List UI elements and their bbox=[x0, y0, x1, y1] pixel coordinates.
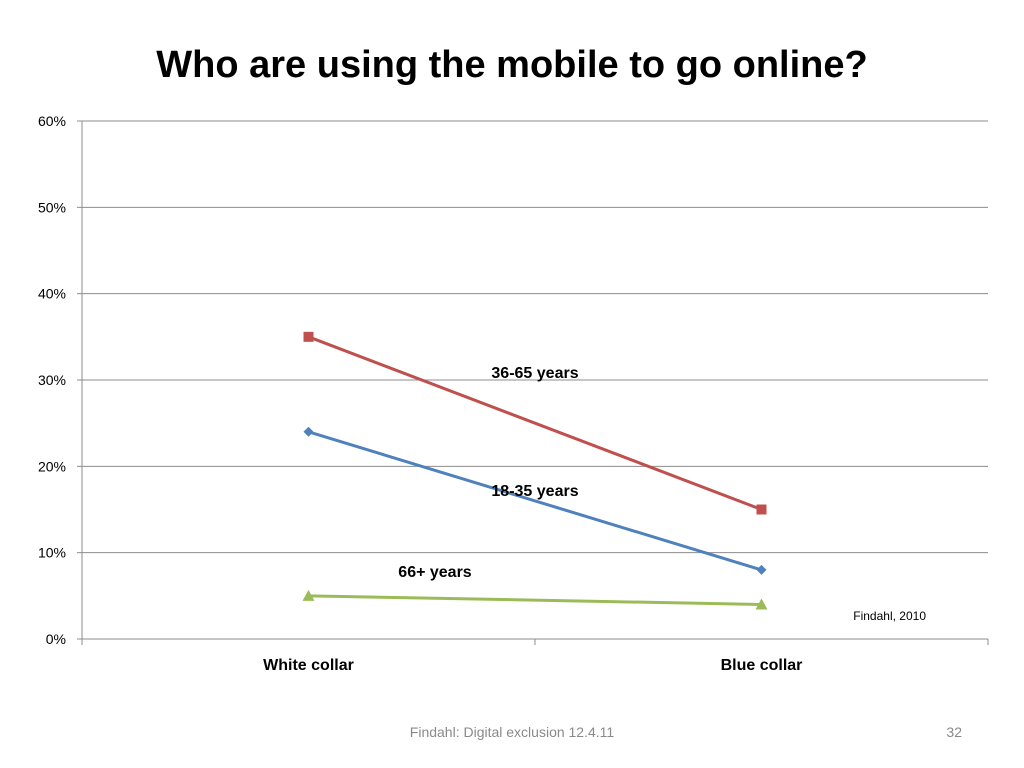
data-point-marker bbox=[303, 426, 314, 437]
y-tick-label: 20% bbox=[38, 458, 66, 474]
x-category-label: White collar bbox=[263, 657, 354, 674]
series-line bbox=[308, 594, 762, 606]
series-label: 36-65 years bbox=[491, 365, 578, 382]
slide-title: Who are using the mobile to go online? bbox=[156, 44, 868, 86]
source-note: Findahl, 2010 bbox=[853, 609, 926, 623]
y-tick-label: 50% bbox=[38, 199, 66, 215]
series-label: 18-35 years bbox=[491, 483, 578, 500]
y-tick-label: 30% bbox=[38, 372, 66, 388]
series-line bbox=[308, 430, 762, 572]
data-point-marker bbox=[756, 504, 767, 515]
y-tick-label: 40% bbox=[38, 286, 66, 302]
y-tick-label: 10% bbox=[38, 545, 66, 561]
footer-text: Findahl: Digital exclusion 12.4.11 bbox=[409, 724, 615, 740]
series-label: 66+ years bbox=[398, 564, 472, 581]
data-point-marker bbox=[302, 589, 315, 601]
y-tick-label: 0% bbox=[46, 631, 66, 647]
y-tick-label: 60% bbox=[38, 113, 66, 129]
data-point-marker bbox=[756, 564, 767, 575]
x-category-label: Blue collar bbox=[721, 657, 803, 674]
series-line bbox=[307, 335, 763, 511]
data-point-marker bbox=[755, 598, 768, 610]
data-point-marker bbox=[303, 331, 314, 342]
page-number: 32 bbox=[946, 724, 962, 740]
